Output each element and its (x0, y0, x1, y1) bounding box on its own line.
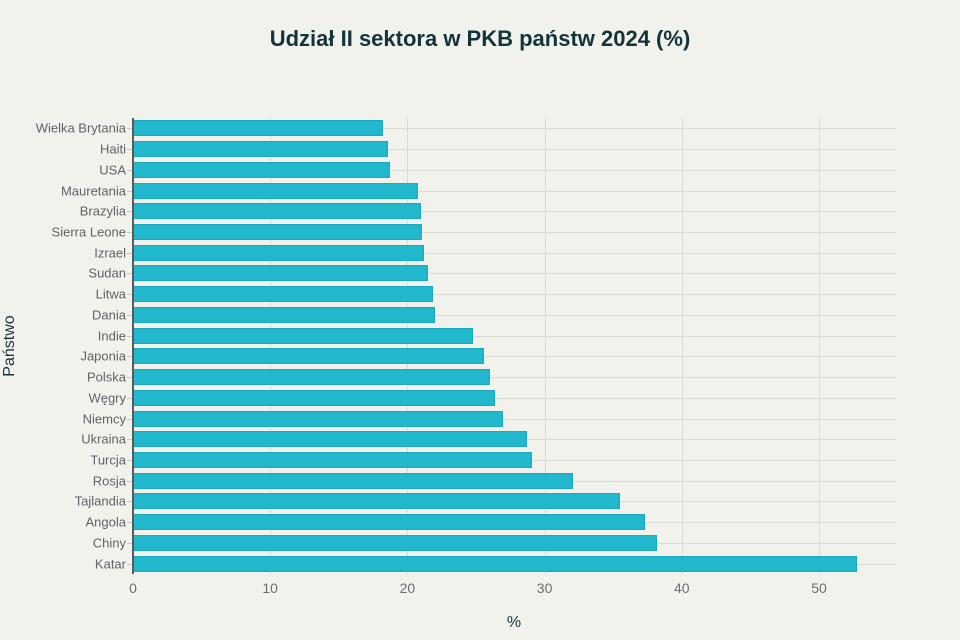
plot-area (132, 118, 896, 574)
category-label: Haiti (99, 141, 126, 157)
category-label: Japonia (80, 348, 126, 364)
bar[interactable] (133, 327, 474, 344)
category-label: USA (99, 162, 126, 178)
category-label: Brazylia (79, 203, 126, 219)
bar[interactable] (133, 224, 423, 240)
y-tick-mark (127, 377, 133, 379)
category-label: Wielka Brytania (35, 120, 126, 136)
y-tick-mark (127, 314, 133, 316)
category-label: Rosja (92, 473, 126, 489)
category-label: Dania (92, 307, 126, 323)
bar[interactable] (133, 306, 435, 323)
y-tick-mark (127, 149, 133, 151)
bar[interactable] (133, 410, 504, 427)
y-gridline (133, 232, 896, 233)
y-tick-mark (127, 128, 133, 130)
x-axis-label: % (506, 614, 522, 631)
category-label: Polska (86, 369, 126, 385)
y-gridline (133, 149, 896, 151)
chart-title: Udział II sektora w PKB państw 2024 (%) (269, 26, 691, 51)
y-gridline (133, 252, 896, 254)
bar[interactable] (133, 452, 533, 468)
y-gridline (133, 211, 896, 213)
x-gridline (681, 118, 683, 574)
y-gridline (133, 128, 896, 130)
bar[interactable] (133, 514, 645, 531)
y-tick-mark (127, 190, 133, 192)
y-tick-mark (127, 418, 133, 420)
y-tick-mark (127, 211, 133, 213)
y-gridline (133, 377, 896, 379)
category-label: Indie (97, 328, 126, 344)
y-gridline (133, 397, 896, 399)
category-label: Węgry (88, 390, 126, 406)
y-gridline (133, 169, 896, 171)
y-tick-mark (127, 563, 133, 565)
y-tick-mark (127, 273, 133, 275)
x-gridline (819, 118, 820, 574)
category-label: Ukraina (81, 431, 126, 447)
bar[interactable] (133, 161, 390, 178)
bar[interactable] (133, 369, 490, 386)
bar[interactable] (133, 472, 574, 489)
bar[interactable] (133, 493, 621, 510)
x-tick-label: 20 (399, 580, 416, 596)
y-tick-mark (127, 460, 133, 461)
y-gridline (133, 294, 896, 296)
category-label: Turcja (90, 452, 126, 468)
category-label: Niemcy (82, 411, 126, 427)
y-gridline (133, 314, 896, 316)
category-label: Katar (94, 556, 126, 572)
category-label: Tajlandia (74, 493, 126, 509)
category-label: Chiny (92, 535, 126, 551)
bar[interactable] (133, 203, 422, 220)
x-tick-label: 40 (674, 580, 690, 596)
bar[interactable] (133, 389, 496, 406)
x-gridline (544, 118, 546, 574)
y-tick-mark (127, 501, 133, 503)
y-tick-mark (127, 232, 133, 233)
y-gridline (133, 356, 896, 358)
y-axis-label: Państwo (1, 315, 18, 377)
bar[interactable] (133, 120, 383, 137)
category-label: Angola (85, 514, 126, 530)
x-gridline (407, 118, 409, 574)
bar[interactable] (133, 534, 658, 551)
y-tick-mark (127, 439, 133, 441)
category-label: Sierra Leone (51, 224, 126, 240)
category-label: Sudan (88, 265, 126, 281)
y-gridline (133, 418, 896, 420)
y-tick-mark (127, 169, 133, 171)
bar[interactable] (133, 141, 389, 158)
x-tick-label: 0 (129, 580, 137, 596)
bar[interactable] (133, 286, 434, 303)
bar[interactable] (133, 244, 424, 261)
y-gridline (133, 273, 896, 275)
bar[interactable] (133, 265, 428, 282)
x-tick-label: 50 (811, 580, 827, 596)
y-tick-mark (127, 397, 133, 399)
bar[interactable] (133, 348, 485, 365)
bar[interactable] (133, 182, 419, 199)
x-gridline (270, 118, 272, 574)
bar[interactable] (133, 555, 858, 572)
category-label: Litwa (95, 286, 126, 302)
y-tick-mark (127, 480, 133, 482)
y-tick-mark (127, 294, 133, 296)
y-tick-mark (127, 522, 133, 524)
category-label: Izrael (94, 245, 126, 261)
y-tick-mark (127, 356, 133, 358)
y-gridline (133, 190, 896, 192)
bar[interactable] (133, 431, 527, 448)
category-label: Mauretania (60, 183, 126, 199)
y-tick-mark (127, 335, 133, 337)
y-gridline (133, 335, 896, 337)
y-axis-line (132, 118, 134, 574)
x-tick-label: 10 (262, 580, 278, 596)
x-tick-label: 30 (536, 580, 553, 596)
y-tick-mark (127, 252, 133, 254)
y-tick-mark (127, 542, 133, 544)
